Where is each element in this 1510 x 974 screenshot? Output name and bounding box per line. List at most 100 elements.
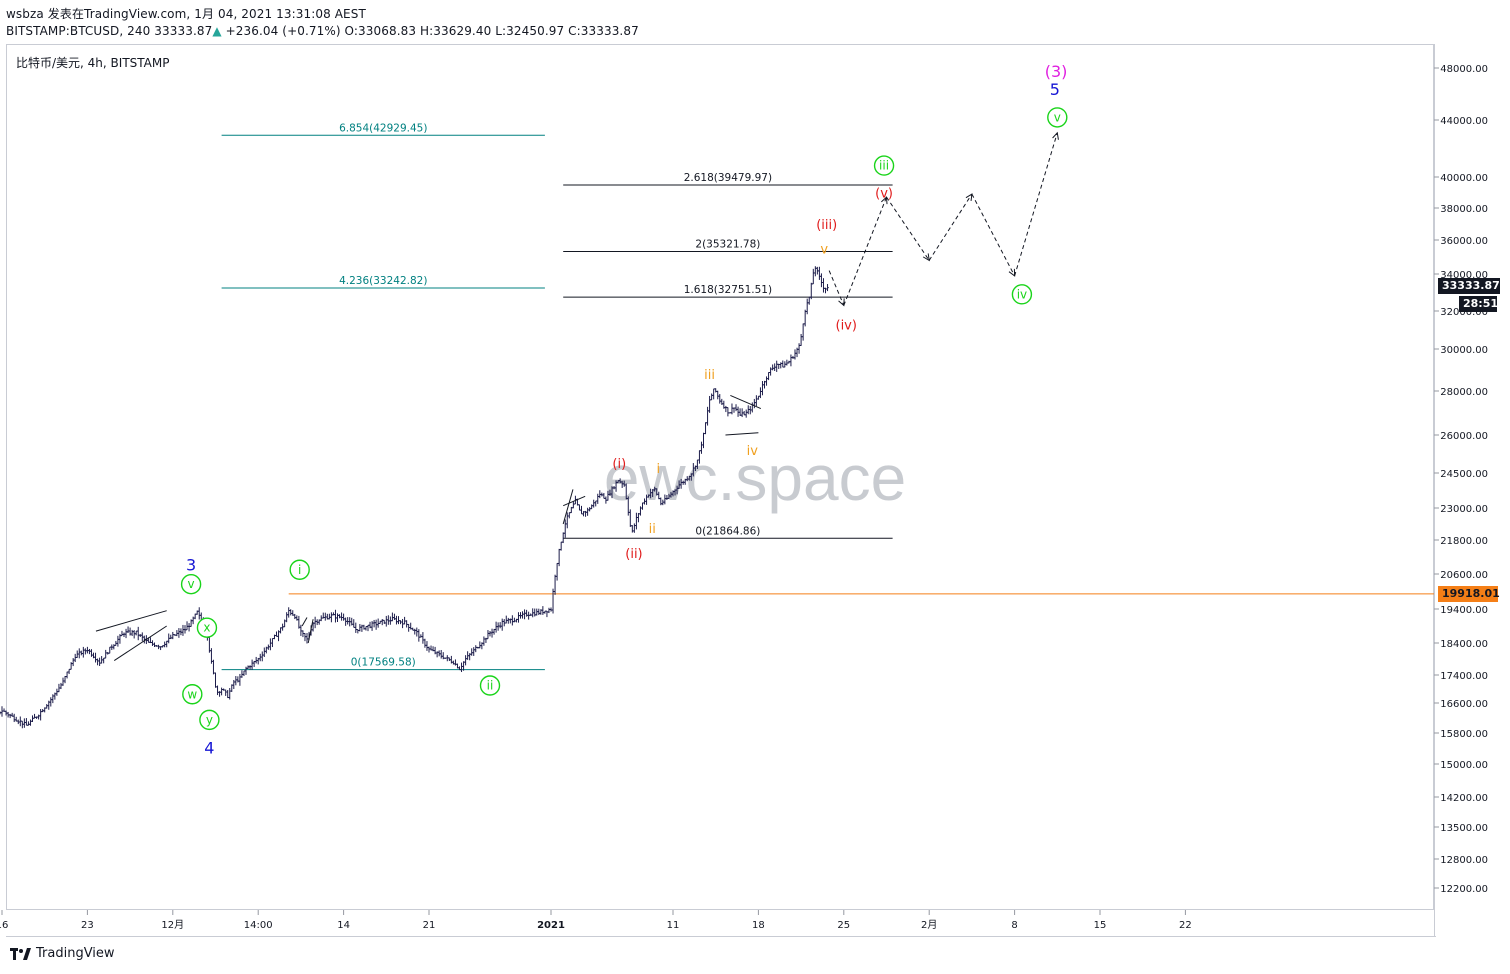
- wave-label: ii: [649, 522, 656, 537]
- fib-level-label: 4.236(33242.82): [339, 275, 427, 287]
- last-price-tag: 33333.87: [1438, 278, 1500, 294]
- wave-label-circle: [196, 617, 218, 638]
- ohlc-line: BITSTAMP:BTCUSD, 240 33333.87▲ +236.04 (…: [6, 24, 639, 38]
- y-tick-label: 15800.00: [1440, 729, 1488, 740]
- wave-label-circle: [182, 684, 203, 705]
- y-tick-label: 14200.00: [1440, 793, 1488, 804]
- x-tick-label: 11: [667, 920, 680, 931]
- x-tick-label: 14:00: [244, 920, 273, 931]
- wave-label: y: [206, 713, 213, 727]
- y-tick-label: 16600.00: [1440, 699, 1488, 710]
- price-axis-border: [1434, 44, 1435, 936]
- time-axis-border: [6, 936, 1436, 937]
- fib-level-label: 2.618(39479.97): [684, 172, 772, 184]
- pattern-trendline: [95, 610, 167, 632]
- y-tick-label: 18400.00: [1440, 639, 1488, 650]
- x-tick-label: 14: [337, 920, 350, 931]
- y-tick-label: 40000.00: [1440, 173, 1488, 184]
- fib-level-label: 1.618(32751.51): [684, 284, 772, 296]
- symbol-interval: BITSTAMP:BTCUSD, 240: [6, 24, 151, 38]
- ohlc-values: O:33068.83 H:33629.40 L:32450.97 C:33333…: [344, 24, 639, 38]
- wave-label-circle: [873, 155, 895, 176]
- x-tick-label: 18: [752, 920, 765, 931]
- wave-label-circle: [289, 559, 310, 580]
- projection-segment: [971, 193, 1016, 277]
- wave-label: (v): [875, 187, 893, 202]
- projection-arrowhead: [965, 193, 973, 202]
- watermark-text: ewc.space: [604, 442, 906, 514]
- pattern-trendline: [301, 617, 308, 627]
- wave-label: x: [203, 621, 210, 635]
- y-tick-label: 15000.00: [1440, 760, 1488, 771]
- pattern-trendline: [562, 489, 574, 525]
- projection-segment: [843, 196, 887, 306]
- wave-label: 5: [1050, 80, 1060, 99]
- y-tick-label: 32000.00: [1440, 307, 1488, 318]
- fib-level-label: 6.854(42929.45): [339, 122, 427, 134]
- pattern-trendline: [113, 625, 167, 662]
- x-tick-label: 2月: [921, 919, 937, 931]
- bar-countdown-tag: 28:51: [1459, 296, 1498, 312]
- projection-segment: [828, 270, 845, 306]
- fib-level-label: 2(35321.78): [695, 239, 760, 251]
- y-tick-label: 28000.00: [1440, 387, 1488, 398]
- wave-label: iv: [1017, 287, 1027, 301]
- price-change: +236.04 (+0.71%): [225, 24, 341, 38]
- projection-segment: [928, 193, 973, 261]
- x-tick-label: 15: [1094, 920, 1107, 931]
- pattern-trendline: [725, 432, 759, 436]
- wave-label: (iii): [816, 218, 837, 233]
- y-tick-label: 19400.00: [1440, 605, 1488, 616]
- y-tick-label: 12800.00: [1440, 855, 1488, 866]
- y-tick-label: 30000.00: [1440, 345, 1488, 356]
- pattern-trendline: [307, 619, 314, 644]
- y-tick-label: 38000.00: [1440, 204, 1488, 215]
- y-tick-label: 23000.00: [1440, 504, 1488, 515]
- x-tick-label: 2021: [537, 920, 565, 931]
- wave-label: iv: [747, 444, 759, 459]
- wave-label: w: [187, 687, 197, 701]
- y-tick-label: 20600.00: [1440, 570, 1488, 581]
- wave-label: i: [657, 462, 661, 477]
- footer-brand[interactable]: TradingView: [10, 946, 115, 961]
- wave-label: i: [298, 563, 301, 577]
- y-tick-label: 48000.00: [1440, 64, 1488, 75]
- projection-arrowhead: [1052, 131, 1059, 140]
- x-tick-label: 23: [81, 920, 94, 931]
- wave-label-circle: [1011, 284, 1033, 305]
- chart-frame: [6, 44, 1434, 910]
- y-tick-label: 24500.00: [1440, 469, 1488, 480]
- y-tick-label: 44000.00: [1440, 116, 1488, 127]
- wave-label-circle: [1047, 107, 1068, 128]
- y-tick-label: 36000.00: [1440, 236, 1488, 247]
- symbol-title: 比特币/美元, 4h, BITSTAMP: [16, 56, 170, 70]
- y-tick-label: 21800.00: [1440, 536, 1488, 547]
- publish-info: wsbza 发表在TradingView.com, 1月 04, 2021 13…: [6, 7, 366, 21]
- y-tick-label: 12200.00: [1440, 884, 1488, 895]
- x-tick-label: 12月: [161, 919, 184, 931]
- wave-label: iii: [879, 159, 889, 173]
- x-tick-label: 16: [0, 920, 8, 931]
- footer-brand-text: TradingView: [36, 946, 115, 961]
- fib-level-label: 0(21864.86): [695, 525, 760, 537]
- wave-label: (i): [612, 457, 626, 472]
- projection-segment: [1014, 132, 1058, 276]
- y-tick-label: 34000.00: [1440, 270, 1488, 281]
- x-tick-label: 8: [1011, 920, 1017, 931]
- projection-arrowhead: [922, 253, 930, 262]
- level-price-tag: 19918.01: [1438, 586, 1500, 602]
- wave-label: 4: [204, 739, 214, 758]
- wave-label: v: [820, 243, 828, 258]
- x-tick-label: 21: [423, 920, 436, 931]
- x-tick-label: 22: [1179, 920, 1192, 931]
- last-price: 33333.87: [154, 24, 213, 38]
- wave-label: (iv): [836, 318, 857, 333]
- y-tick-label: 13500.00: [1440, 823, 1488, 834]
- up-arrow-icon: ▲: [212, 24, 222, 38]
- wave-label-circle: [199, 709, 220, 731]
- y-tick-label: 17400.00: [1440, 671, 1488, 682]
- wave-label-circle: [180, 574, 202, 595]
- fib-level-label: 0(17569.58): [351, 657, 416, 669]
- pattern-trendline: [730, 394, 762, 410]
